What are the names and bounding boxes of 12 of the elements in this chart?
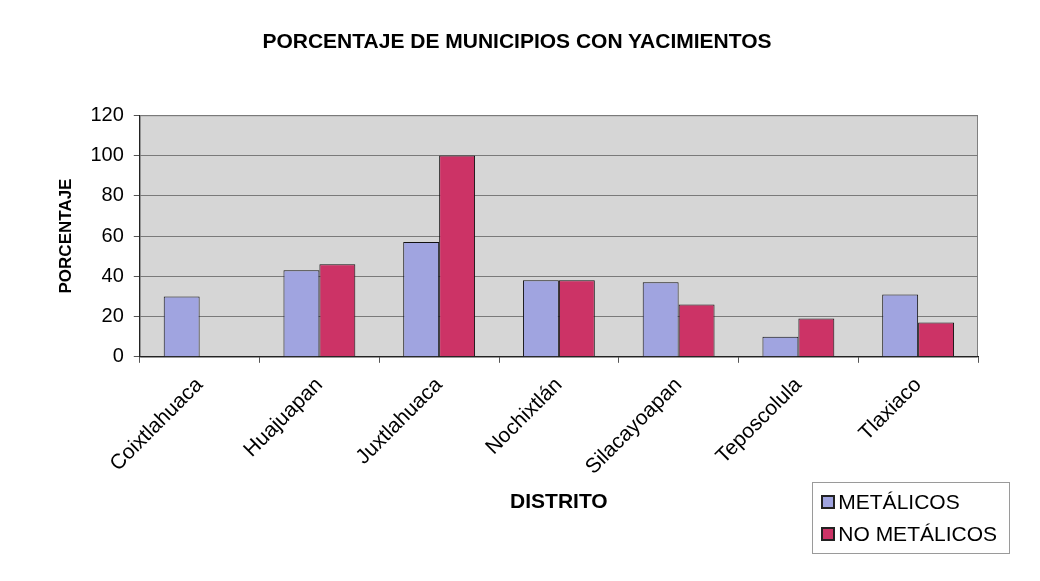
legend-label: METÁLICOS (838, 490, 960, 514)
x-axis-title: DISTRITO (510, 489, 608, 513)
y-tick-label: 80 (101, 183, 124, 206)
y-tick-label: 100 (90, 142, 124, 165)
y-tick-label: 0 (112, 344, 124, 367)
y-axis-title: PORCENTAJE (55, 178, 75, 294)
y-tick-label: 120 (90, 102, 124, 125)
legend-label: NO METÁLICOS (838, 522, 997, 546)
y-tick-label: 20 (101, 304, 124, 327)
y-tick-label: 60 (101, 223, 124, 246)
chart-title: PORCENTAJE DE MUNICIPIOS CON YACIMIENTOS (262, 29, 772, 53)
y-tick-label: 40 (101, 263, 124, 286)
